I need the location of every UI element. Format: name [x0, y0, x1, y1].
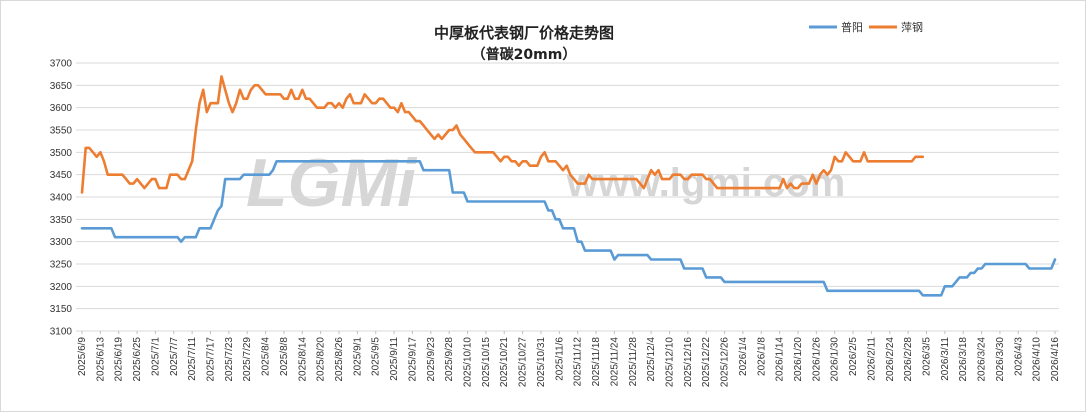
x-tick-label: 2025/8/20 — [316, 337, 327, 382]
x-tick-label: 2025/9/17 — [407, 337, 418, 382]
x-tick-label: 2025/12/22 — [701, 337, 712, 387]
y-tick-label: 3600 — [50, 103, 73, 114]
x-tick-label: 2025/8/26 — [334, 337, 345, 382]
x-tick-label: 2025/8/14 — [297, 337, 308, 382]
x-tick-label: 2026/3/30 — [995, 337, 1006, 382]
x-tick-label: 2026/3/5 — [921, 337, 932, 376]
legend-label: 萍钢 — [901, 21, 923, 34]
y-tick-label: 3700 — [50, 59, 73, 70]
legend: 普阳 萍钢 — [809, 20, 923, 34]
watermark-logo: LGMi — [246, 145, 418, 221]
x-axis: 2025/6/9 2025/6/13 2025/6/19 2025/6/25 2025/… — [77, 331, 1061, 387]
x-tick-label: 2026/2/11 — [866, 337, 877, 381]
x-tick-label: 2026/4/16 — [1050, 337, 1061, 382]
y-tick-label: 3100 — [50, 327, 73, 338]
x-tick-label: 2025/9/1 — [352, 337, 363, 376]
y-tick-label: 3550 — [50, 126, 73, 137]
x-tick-label: 2026/2/28 — [903, 337, 914, 382]
x-tick-label: 2026/1/4 — [738, 337, 749, 376]
chart-subtitle: （普碳20mm） — [472, 46, 577, 63]
x-tick-label: 2025/10/10 — [463, 337, 474, 387]
x-tick-label: 2025/11/12 — [573, 337, 584, 387]
x-tick-label: 2025/6/25 — [132, 337, 143, 382]
x-tick-label: 2025/7/23 — [224, 337, 235, 382]
series-line-1 — [80, 160, 1057, 297]
y-tick-label: 3650 — [50, 81, 73, 92]
x-tick-label: 2025/9/23 — [426, 337, 437, 382]
y-tick-label: 3300 — [50, 237, 73, 248]
x-tick-label: 2025/10/27 — [518, 337, 529, 387]
y-tick-label: 3450 — [50, 170, 73, 181]
x-tick-label: 2026/3/24 — [977, 337, 988, 382]
gridlines — [76, 62, 1059, 332]
x-tick-label: 2025/7/17 — [206, 337, 217, 382]
legend-label: 普阳 — [841, 20, 863, 34]
x-tick-label: 2026/2/5 — [848, 337, 859, 376]
x-tick-label: 2025/9/11 — [389, 337, 400, 381]
x-tick-label: 2026/1/30 — [830, 337, 841, 382]
chart-title: 中厚板代表钢厂价格走势图 — [434, 24, 614, 42]
x-tick-label: 2025/8/8 — [279, 337, 290, 376]
x-tick-label: 2025/11/28 — [628, 337, 639, 387]
x-tick-label: 2026/1/14 — [775, 337, 786, 382]
x-tick-label: 2025/7/7 — [169, 337, 180, 376]
x-tick-label: 2026/1/26 — [811, 337, 822, 382]
series-lines — [80, 75, 1057, 297]
y-tick-label: 3500 — [50, 148, 73, 159]
y-tick-label: 3350 — [50, 215, 73, 226]
x-tick-label: 2025/10/15 — [481, 337, 492, 387]
y-axis: 3100 3150 3200 3250 3300 3350 3400 3450 3500 3550… — [50, 59, 73, 338]
x-tick-label: 2026/1/20 — [793, 337, 804, 382]
series-line-2 — [80, 75, 925, 194]
x-tick-label: 2025/10/21 — [499, 337, 510, 387]
x-tick-label: 2026/4/3 — [1013, 337, 1024, 376]
x-tick-label: 2025/10/31 — [536, 337, 547, 387]
x-tick-label: 2025/9/28 — [444, 337, 455, 382]
x-tick-label: 2025/12/4 — [646, 337, 657, 382]
x-tick-label: 2025/11/6 — [554, 337, 565, 381]
y-tick-label: 3400 — [50, 193, 73, 204]
x-tick-label: 2026/2/24 — [885, 337, 896, 382]
x-tick-label: 2025/11/24 — [609, 337, 620, 387]
watermark: LGMi www.lgmi.com — [246, 145, 845, 221]
x-tick-label: 2025/9/5 — [371, 337, 382, 376]
x-tick-label: 2026/4/10 — [1032, 337, 1043, 382]
y-tick-label: 3200 — [50, 282, 73, 293]
y-tick-label: 3250 — [50, 260, 73, 271]
x-tick-label: 2025/7/29 — [242, 337, 253, 382]
watermark-url: www.lgmi.com — [566, 161, 846, 205]
x-tick-label: 2025/6/19 — [114, 337, 125, 382]
x-tick-label: 2025/8/4 — [261, 337, 272, 376]
x-tick-label: 2025/6/13 — [95, 337, 106, 382]
x-tick-label: 2026/3/18 — [958, 337, 969, 382]
x-tick-label: 2026/1/8 — [756, 337, 767, 376]
x-tick-label: 2025/12/26 — [720, 337, 731, 387]
x-tick-label: 2025/7/11 — [187, 337, 198, 381]
x-tick-label: 2026/3/11 — [940, 337, 951, 381]
x-tick-label: 2025/11/18 — [591, 337, 602, 387]
x-tick-label: 2025/12/10 — [664, 337, 675, 387]
x-tick-label: 2025/6/9 — [77, 337, 88, 376]
x-tick-label: 2025/7/1 — [150, 337, 161, 376]
y-tick-label: 3150 — [50, 304, 73, 315]
x-tick-label: 2025/12/16 — [683, 337, 694, 387]
